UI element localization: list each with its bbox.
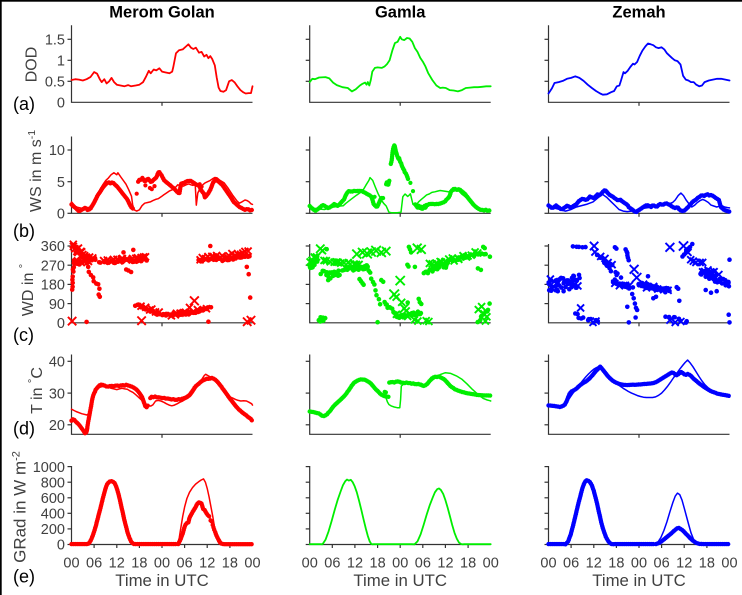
svg-text:00: 00 bbox=[244, 556, 260, 572]
svg-text:0: 0 bbox=[57, 96, 65, 112]
svg-text:00: 00 bbox=[302, 556, 318, 572]
svg-text:Time in UTC: Time in UTC bbox=[353, 571, 447, 590]
svg-text:00: 00 bbox=[540, 556, 556, 572]
svg-text:0: 0 bbox=[57, 538, 65, 554]
svg-text:800: 800 bbox=[41, 475, 65, 491]
svg-text:WS in m s-1: WS in m s-1 bbox=[26, 130, 45, 212]
svg-text:00: 00 bbox=[631, 556, 647, 572]
svg-text:Zemah: Zemah bbox=[612, 4, 665, 22]
svg-text:(c): (c) bbox=[13, 325, 34, 345]
svg-text:06: 06 bbox=[415, 556, 431, 572]
svg-text:1: 1 bbox=[57, 54, 65, 70]
svg-text:(e): (e) bbox=[13, 567, 35, 587]
svg-text:GRad in W m-2: GRad in W m-2 bbox=[11, 451, 30, 563]
svg-text:30: 30 bbox=[49, 386, 65, 402]
svg-text:18: 18 bbox=[608, 556, 624, 572]
svg-text:1000: 1000 bbox=[33, 460, 65, 476]
svg-text:(d): (d) bbox=[13, 419, 35, 439]
svg-text:18: 18 bbox=[460, 556, 476, 572]
svg-text:00: 00 bbox=[63, 556, 79, 572]
svg-text:12: 12 bbox=[676, 556, 692, 572]
svg-text:5: 5 bbox=[57, 175, 65, 191]
svg-text:06: 06 bbox=[86, 556, 102, 572]
svg-text:12: 12 bbox=[199, 556, 215, 572]
svg-text:00: 00 bbox=[154, 556, 170, 572]
svg-text:(b): (b) bbox=[13, 221, 35, 241]
svg-text:1.5: 1.5 bbox=[45, 33, 65, 49]
svg-text:Gamla: Gamla bbox=[375, 4, 426, 22]
svg-text:18: 18 bbox=[370, 556, 386, 572]
svg-text:06: 06 bbox=[563, 556, 579, 572]
svg-text:00: 00 bbox=[392, 556, 408, 572]
svg-text:00: 00 bbox=[483, 556, 499, 572]
svg-text:DOD: DOD bbox=[24, 47, 41, 83]
svg-text:06: 06 bbox=[654, 556, 670, 572]
svg-text:Merom Golan: Merom Golan bbox=[109, 4, 214, 22]
svg-text:40: 40 bbox=[49, 355, 65, 371]
svg-text:18: 18 bbox=[222, 556, 238, 572]
svg-text:0: 0 bbox=[57, 316, 65, 332]
svg-text:200: 200 bbox=[41, 522, 65, 538]
svg-text:90: 90 bbox=[49, 297, 65, 313]
svg-text:T in °C: T in °C bbox=[27, 367, 46, 414]
svg-text:18: 18 bbox=[131, 556, 147, 572]
svg-text:12: 12 bbox=[437, 556, 453, 572]
svg-text:0: 0 bbox=[57, 207, 65, 223]
svg-text:(a): (a) bbox=[13, 94, 35, 114]
svg-text:12: 12 bbox=[347, 556, 363, 572]
svg-text:180: 180 bbox=[41, 278, 65, 294]
svg-text:00: 00 bbox=[721, 556, 737, 572]
svg-text:360: 360 bbox=[41, 239, 65, 255]
svg-text:10: 10 bbox=[49, 143, 65, 159]
svg-text:12: 12 bbox=[586, 556, 602, 572]
svg-text:0.5: 0.5 bbox=[45, 75, 65, 91]
svg-text:Time in UTC: Time in UTC bbox=[115, 571, 209, 590]
svg-text:20: 20 bbox=[49, 418, 65, 434]
svg-text:06: 06 bbox=[177, 556, 193, 572]
svg-text:06: 06 bbox=[324, 556, 340, 572]
svg-text:WD in °: WD in ° bbox=[18, 264, 37, 316]
svg-text:18: 18 bbox=[699, 556, 715, 572]
svg-text:400: 400 bbox=[41, 507, 65, 523]
svg-text:270: 270 bbox=[41, 258, 65, 274]
svg-text:Time in UTC: Time in UTC bbox=[592, 571, 686, 590]
svg-text:12: 12 bbox=[109, 556, 125, 572]
svg-text:600: 600 bbox=[41, 491, 65, 507]
